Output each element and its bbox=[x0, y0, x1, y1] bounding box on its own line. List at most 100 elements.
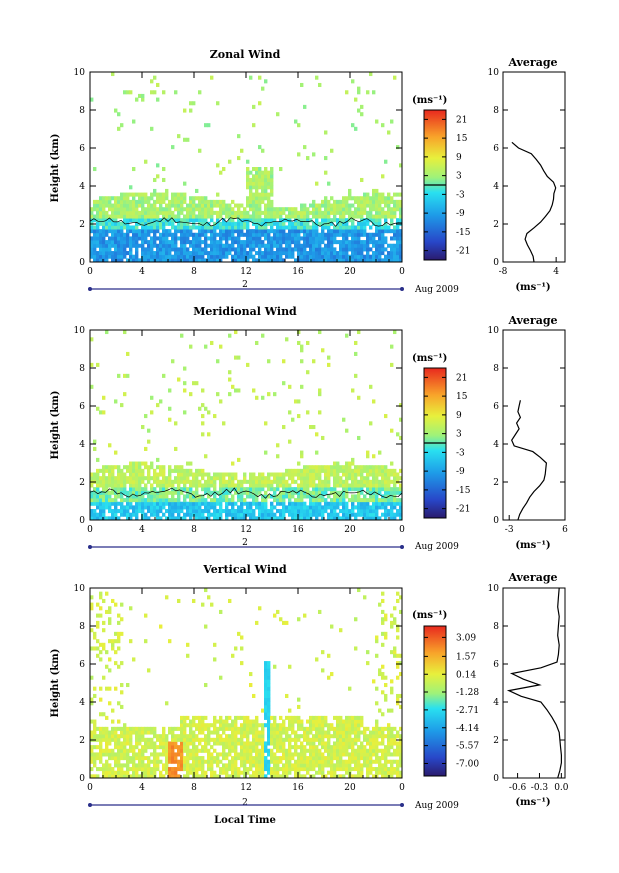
heatmap-cell bbox=[360, 723, 364, 728]
heatmap-cell bbox=[144, 770, 148, 775]
heatmap-cell bbox=[318, 770, 322, 775]
heatmap-cell bbox=[111, 468, 115, 473]
heatmap-cell bbox=[162, 741, 166, 746]
heatmap-cell bbox=[303, 613, 307, 618]
colorbar-tick-label: -15 bbox=[456, 486, 471, 496]
heatmap-cell bbox=[297, 243, 301, 248]
profile-x-tick-label: 4 bbox=[553, 267, 559, 277]
heatmap-cell bbox=[186, 774, 190, 779]
heatmap-cell bbox=[243, 225, 247, 230]
heatmap-cell bbox=[135, 221, 139, 226]
heatmap-cell bbox=[294, 232, 298, 237]
heatmap-cell bbox=[381, 251, 385, 256]
heatmap-cell bbox=[120, 494, 124, 499]
heatmap-cell bbox=[90, 516, 94, 521]
heatmap-cell bbox=[243, 487, 247, 492]
heatmap-cell bbox=[165, 210, 169, 215]
heatmap-cell bbox=[153, 730, 157, 735]
heatmap-cell bbox=[213, 236, 217, 241]
heatmap-cell bbox=[114, 487, 118, 492]
heatmap-cell bbox=[393, 479, 397, 484]
heatmap-cell bbox=[357, 756, 361, 761]
heatmap-cell bbox=[99, 221, 103, 226]
heatmap-cell bbox=[180, 748, 184, 753]
heatmap-cell bbox=[342, 501, 346, 506]
heatmap-cell bbox=[138, 509, 142, 514]
heatmap-cell bbox=[384, 498, 388, 503]
heatmap-cell bbox=[195, 254, 199, 259]
heatmap-cell bbox=[360, 483, 364, 488]
heatmap-cell bbox=[360, 465, 364, 470]
heatmap-cell bbox=[243, 243, 247, 248]
heatmap-cell bbox=[360, 767, 364, 772]
heatmap-cell bbox=[294, 218, 298, 223]
heatmap-cell bbox=[312, 483, 316, 488]
heatmap-cell bbox=[219, 498, 223, 503]
heatmap-cell bbox=[345, 203, 349, 208]
heatmap-cell bbox=[318, 330, 322, 335]
heatmap-cell bbox=[357, 759, 361, 764]
heatmap-cell bbox=[93, 774, 97, 779]
heatmap-cell bbox=[186, 752, 190, 757]
heatmap-cell bbox=[378, 465, 382, 470]
heatmap-cell bbox=[312, 251, 316, 256]
heatmap-cell bbox=[243, 476, 247, 481]
heatmap-cell bbox=[198, 501, 202, 506]
heatmap-cell bbox=[351, 388, 355, 393]
heatmap-cell bbox=[372, 516, 376, 521]
heatmap-cell bbox=[339, 229, 343, 234]
heatmap-cell bbox=[312, 501, 316, 506]
heatmap-cell bbox=[135, 770, 139, 775]
heatmap-cell bbox=[288, 737, 292, 742]
heatmap-cell bbox=[330, 465, 334, 470]
heatmap-cell bbox=[144, 214, 148, 219]
heatmap-cell bbox=[240, 723, 244, 728]
heatmap-cell bbox=[279, 251, 283, 256]
heatmap-cell bbox=[210, 602, 214, 607]
heatmap-cell bbox=[249, 501, 253, 506]
heatmap-cell bbox=[375, 468, 379, 473]
heatmap-cell bbox=[354, 236, 358, 241]
heatmap-cell bbox=[243, 723, 247, 728]
heatmap-cell bbox=[378, 225, 382, 230]
heatmap-cell bbox=[123, 730, 127, 735]
heatmap-cell bbox=[192, 210, 196, 215]
heatmap-cell bbox=[177, 598, 181, 604]
heatmap-cell bbox=[366, 251, 370, 256]
heatmap-cell bbox=[399, 509, 403, 514]
heatmap-cell bbox=[102, 229, 106, 234]
heatmap-cell bbox=[375, 479, 379, 484]
heatmap-cell bbox=[381, 501, 385, 506]
heatmap-cell bbox=[216, 221, 220, 226]
heatmap-cell bbox=[234, 254, 238, 259]
heatmap-cell bbox=[135, 490, 139, 495]
heatmap-cell bbox=[111, 483, 115, 488]
heatmap-cell bbox=[201, 229, 205, 234]
heatmap-cell bbox=[267, 392, 271, 397]
heatmap-cell bbox=[315, 657, 319, 662]
heatmap-cell bbox=[324, 210, 328, 215]
heatmap-cell bbox=[111, 218, 115, 223]
heatmap-cell bbox=[192, 494, 196, 499]
heatmap-cell bbox=[102, 243, 106, 248]
heatmap-cell bbox=[267, 668, 271, 673]
heatmap-cell bbox=[138, 472, 142, 477]
heatmap-cell bbox=[150, 730, 154, 735]
heatmap-cell bbox=[309, 210, 313, 215]
heatmap-cell bbox=[117, 207, 121, 212]
heatmap-cell bbox=[357, 435, 361, 441]
heatmap-cell bbox=[90, 229, 94, 234]
heatmap-cell bbox=[252, 763, 256, 768]
heatmap-cell bbox=[171, 741, 175, 746]
heatmap-cell bbox=[96, 210, 100, 215]
heatmap-cell bbox=[384, 159, 388, 164]
heatmap-cell bbox=[357, 214, 361, 219]
heatmap-cell bbox=[387, 512, 391, 517]
heatmap-cell bbox=[309, 494, 313, 499]
heatmap-cell bbox=[345, 232, 349, 237]
heatmap-cell bbox=[135, 240, 139, 245]
heatmap-cell bbox=[90, 595, 94, 600]
heatmap-cell bbox=[180, 715, 184, 720]
heatmap-cell bbox=[348, 476, 352, 481]
